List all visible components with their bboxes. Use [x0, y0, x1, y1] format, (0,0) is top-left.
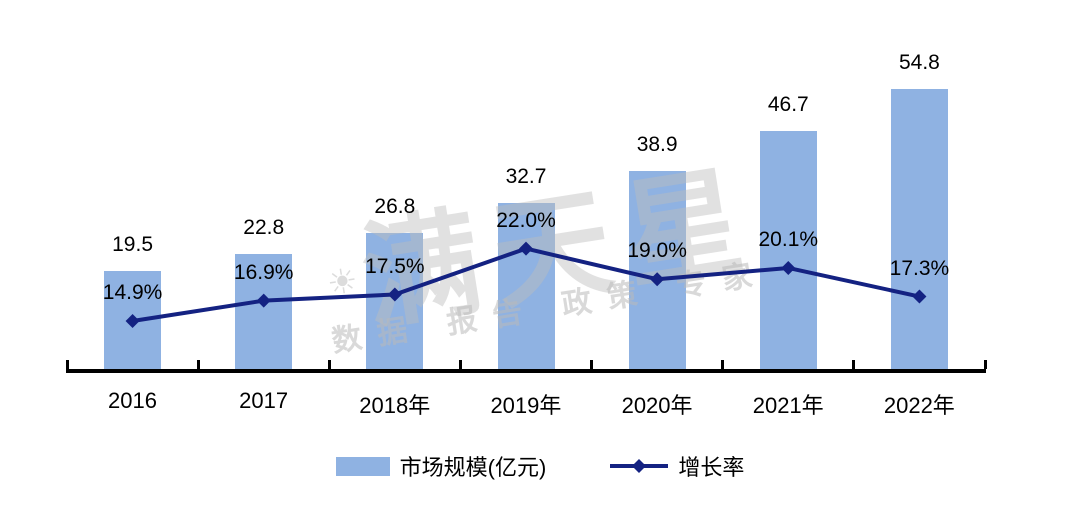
bar-2018年[interactable] — [366, 233, 424, 371]
bar-2022年[interactable] — [890, 88, 948, 371]
x-axis-label-2017: 2017 — [239, 388, 289, 413]
x-axis-label-2018年: 2018年 — [359, 393, 431, 418]
legend-item-growth-rate[interactable]: 增长率 — [610, 450, 744, 482]
bar-2020年[interactable] — [628, 170, 686, 371]
growth-rate-marker[interactable] — [125, 314, 140, 329]
legend-item-market-size[interactable]: 市场规模(亿元) — [335, 450, 547, 482]
x-axis-label-2019年: 2019年 — [490, 393, 562, 418]
bar-value-label: 54.8 — [898, 50, 940, 74]
growth-rate-label: 16.9% — [233, 260, 294, 284]
x-axis-line — [66, 369, 986, 373]
growth-rate-marker[interactable] — [387, 287, 402, 302]
growth-rate-label: 19.0% — [627, 239, 687, 263]
x-axis-tick — [458, 360, 462, 369]
growth-rate-label: 17.3% — [889, 256, 950, 280]
bar-value-label: 32.7 — [505, 164, 547, 188]
x-axis-tick — [327, 360, 331, 369]
x-axis-label-2020年: 2020年 — [621, 393, 693, 418]
growth-rate-line[interactable] — [132, 246, 920, 323]
x-axis-tick — [721, 360, 725, 369]
legend: 市场规模(亿元) 增长率 — [0, 450, 1080, 482]
bar-value-label: 26.8 — [374, 195, 416, 219]
line-series-swatch — [610, 459, 669, 473]
growth-rate-marker[interactable] — [912, 289, 927, 304]
x-axis-tick — [590, 360, 594, 369]
growth-rate-marker[interactable] — [650, 272, 665, 287]
growth-rate-label: 17.5% — [365, 254, 425, 278]
bar-2019年[interactable] — [497, 202, 555, 371]
growth-rate-label: 14.9% — [102, 281, 163, 305]
bar-2021年[interactable] — [759, 130, 817, 371]
growth-rate-label: 22.0% — [496, 208, 556, 232]
legend-label-market-size: 市场规模(亿元) — [399, 455, 547, 480]
x-axis-label-2022年: 2022年 — [883, 393, 955, 418]
x-axis-tick — [852, 360, 856, 369]
growth-rate-label: 20.1% — [758, 227, 819, 251]
legend-label-growth-rate: 增长率 — [678, 455, 745, 480]
x-axis-label-2021年: 2021年 — [752, 393, 824, 418]
x-axis-tick — [65, 360, 69, 369]
growth-rate-marker[interactable] — [519, 241, 533, 256]
bar-series-swatch — [335, 456, 390, 476]
x-axis-tick — [983, 360, 987, 369]
x-axis-tick — [196, 360, 200, 369]
bar-value-label: 46.7 — [767, 92, 809, 116]
growth-rate-marker[interactable] — [781, 260, 796, 275]
bar-value-label: 19.5 — [112, 232, 153, 256]
bar-2017[interactable] — [235, 253, 293, 371]
growth-rate-marker[interactable] — [256, 293, 271, 308]
bar-value-label: 22.8 — [243, 215, 285, 239]
x-axis-label-2016: 2016 — [108, 388, 157, 413]
bar-value-label: 38.9 — [636, 132, 678, 156]
